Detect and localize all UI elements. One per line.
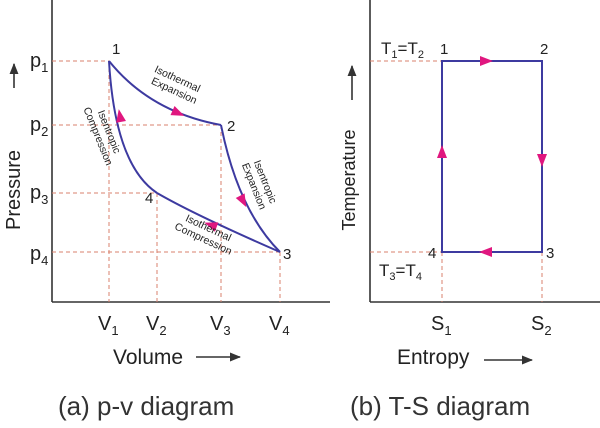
pv-label-isothermal-expansion: Isothermal Expansion	[149, 63, 202, 106]
pv-tick-v3: V3	[210, 313, 231, 338]
pv-x-axis-label: Volume	[113, 346, 183, 369]
ts-arrow-1-2	[480, 56, 493, 66]
ts-tick-s1: S1	[431, 313, 452, 338]
ts-arrow-2-3	[537, 154, 547, 167]
ts-point-1: 1	[440, 41, 448, 58]
pv-point-3: 3	[283, 246, 291, 263]
pv-tick-v2: V2	[146, 313, 167, 338]
ts-tick-s2: S2	[531, 313, 552, 338]
pv-point-4: 4	[145, 190, 153, 207]
pv-curve-4-1	[108, 60, 158, 194]
ts-diagram: 1 2 3 4 T1=T2 T3=T4 S1 S2 Temperature En…	[339, 0, 600, 421]
pv-curve-1-2	[108, 60, 222, 126]
pv-point-1: 1	[112, 41, 120, 58]
pv-tick-p4: p4	[30, 243, 48, 268]
pv-y-axis-label: Pressure	[3, 150, 25, 230]
pv-tick-v4: V4	[269, 313, 290, 338]
ts-temp-label-bottom: T3=T4	[379, 261, 422, 283]
ts-arrow-4-1	[437, 145, 447, 158]
ts-point-3: 3	[546, 245, 554, 262]
pv-arrow-4-1	[116, 109, 126, 123]
pv-pressure-ticks: p1 p2 p3 p4	[30, 50, 48, 268]
pv-curve-3-4	[156, 192, 281, 253]
pv-tick-v1: V1	[98, 313, 119, 338]
ts-y-axis-label: Temperature	[339, 129, 359, 230]
pv-guide-lines	[52, 60, 281, 302]
ts-point-4: 4	[428, 245, 436, 262]
ts-temp-label-top: T1=T2	[381, 39, 424, 61]
pv-arrow-1-2	[170, 105, 185, 116]
pv-caption: (a) p-v diagram	[58, 391, 234, 421]
pv-tick-p2: p2	[30, 114, 48, 139]
ts-guide-lines	[370, 60, 543, 302]
pv-point-2: 2	[227, 118, 235, 135]
pv-arrow-2-3	[235, 193, 247, 208]
pv-volume-ticks: V1 V2 V3 V4	[98, 313, 290, 338]
ts-x-axis-label: Entropy	[397, 346, 470, 369]
pv-diagram: 1 2 3 4 p1 p2 p3 p4 V1 V2 V3 V4 Isotherm…	[3, 0, 330, 421]
ts-cycle	[441, 60, 543, 253]
pv-tick-p3: p3	[30, 182, 48, 207]
pv-tick-p1: p1	[30, 50, 48, 75]
pv-label-isothermal-compression: Isothermal Compression	[173, 212, 234, 257]
pv-arrow-3-4	[204, 222, 219, 232]
ts-caption: (b) T-S diagram	[350, 391, 530, 421]
ts-arrow-3-4	[479, 247, 492, 257]
ts-point-2: 2	[540, 41, 548, 58]
